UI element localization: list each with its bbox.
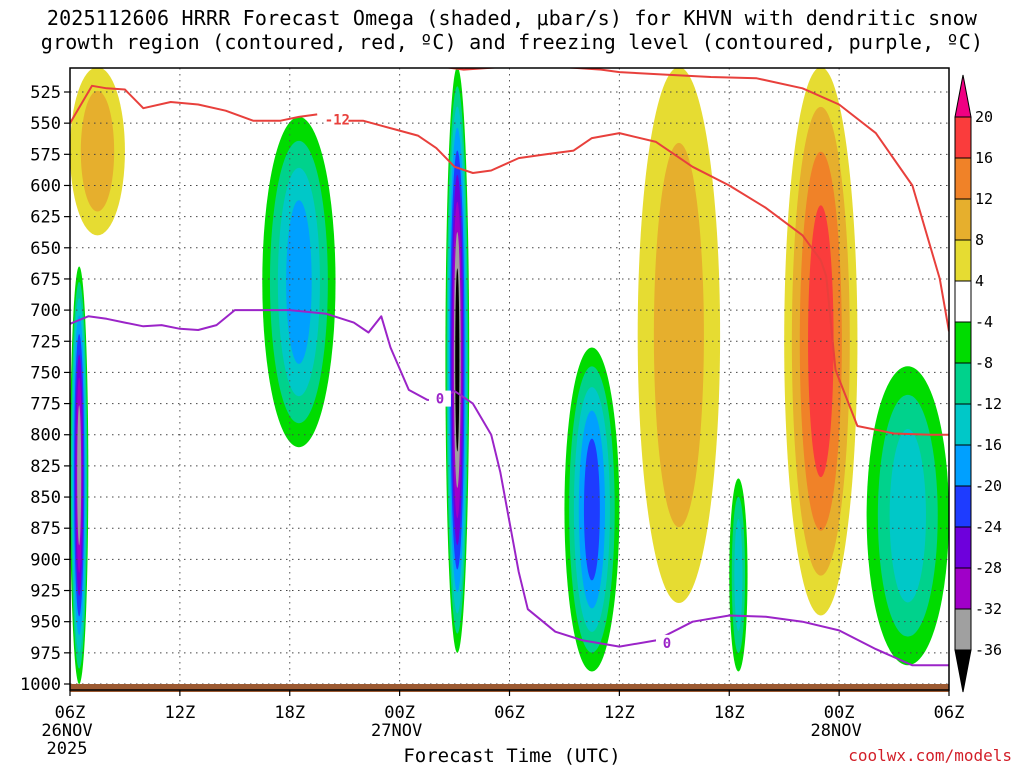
y-tick-label-p700: 700 [30,301,61,321]
colorbar-swatch-10 [954,526,972,569]
y-tick-label-p550: 550 [30,114,61,134]
contour-label-minus12: -12 [325,112,350,128]
ascent-27nov-09z-level-4 [583,438,600,581]
y-tick-label-p750: 750 [30,363,61,383]
y-axis: 525 550 575 600 625 650 675 700 725 750 775 800 825 8… [20,83,70,695]
y-tick-label-p525: 525 [30,83,61,103]
colorbar: 20 16 12 8 4 -4 -8 -12 -16 -20 -24 -28 -32 -36 [954,74,1002,693]
y-tick-label-p725: 725 [30,332,61,352]
contour-labels: -12 0 0 [325,111,678,652]
y-tick-label-p975: 975 [30,644,61,664]
colorbar-label-3: 8 [975,231,984,249]
colorbar-swatch-0 [954,116,972,159]
strong-ascent-core-27nov-level-8 [455,268,460,452]
y-tick-label-p850: 850 [30,488,61,508]
y-tick-label-p575: 575 [30,145,61,165]
x-tick-label-h0-1: 26NOV [41,721,92,741]
x-tick-label-h18-0: 00Z [384,703,415,723]
colorbar-label-13: -36 [975,641,1002,659]
colorbar-label-5: -4 [975,313,993,331]
colorbar-swatch-11 [954,567,972,610]
colorbar-swatch-5 [954,321,972,364]
colorbar-swatch-4 [954,280,972,323]
y-tick-label-p1000: 1000 [20,675,61,695]
colorbar-swatch-8 [954,444,972,487]
ascent-26nov-18z-level-3 [286,200,312,364]
colorbar-label-12: -32 [975,600,1002,618]
chart-title-line-2: growth region (contoured, red, ºC) and f… [40,30,984,54]
x-tick-label-h0-0: 06Z [55,703,86,723]
contour-label-zero-b: 0 [663,636,671,652]
x-tick-label-h36-0: 18Z [714,703,745,723]
contour-label-zero-a: 0 [436,392,444,408]
contour-line-0 [70,84,318,124]
colorbar-label-7: -12 [975,395,1002,413]
ascent-26nov-06z-low-level-7 [77,405,82,546]
chart-title-line-1: 2025112606 HRRR Forecast Omega (shaded, … [46,6,978,30]
subsidence-26nov-06z-upper-level-1 [80,90,115,212]
y-tick-label-p900: 900 [30,550,61,570]
y-tick-label-p775: 775 [30,395,61,415]
ground-strip [70,684,949,692]
x-tick-label-h30-0: 12Z [604,703,635,723]
colorbar-label-10: -24 [975,518,1002,536]
contour-line-1 [326,119,949,436]
x-tick-label-h12-0: 18Z [274,703,305,723]
x-tick-label-h48-0: 06Z [934,703,965,723]
x-tick-label-h0-2: 2025 [47,739,88,759]
contour-line-2 [445,68,949,332]
colorbar-label-6: -8 [975,354,993,372]
ascent-28nov-04z-level-2 [889,429,926,603]
y-tick-label-p825: 825 [30,457,61,477]
credit-link[interactable]: coolwx.com/models [848,746,1012,765]
colorbar-label-11: -28 [975,559,1002,577]
colorbar-top-arrow [954,74,972,118]
omega-shading [70,68,949,684]
x-tick-label-h24-0: 06Z [494,703,525,723]
x-tick-label-h6-0: 12Z [165,703,196,723]
colorbar-swatch-9 [954,485,972,528]
y-tick-label-p925: 925 [30,582,61,602]
ascent-27nov-18z-level-2 [734,518,743,631]
colorbar-label-0: 20 [975,108,993,126]
colorbar-swatch-7 [954,403,972,446]
colorbar-label-8: -16 [975,436,1002,454]
x-tick-label-h42-1: 28NOV [811,721,862,741]
y-tick-label-p625: 625 [30,208,61,228]
x-tick-label-h18-1: 27NOV [371,721,422,741]
y-tick-label-p800: 800 [30,426,61,446]
colorbar-label-2: 12 [975,190,993,208]
contour-label-minus12-bg [326,111,349,128]
y-tick-label-p600: 600 [30,176,61,196]
contour-label-zero-b-bg [655,634,678,651]
y-tick-label-p875: 875 [30,519,61,539]
y-tick-label-p650: 650 [30,239,61,259]
grid [70,68,949,690]
contour-label-zero-a-bg [428,390,451,407]
colorbar-swatch-2 [954,198,972,241]
colorbar-swatch-6 [954,362,972,405]
colorbar-swatch-3 [954,239,972,282]
x-axis-label: Forecast Time (UTC) [403,745,621,767]
colorbar-label-9: -20 [975,477,1002,495]
subsidence-27nov-15z-level-1 [653,142,704,528]
colorbar-swatch-12 [954,608,972,651]
x-tick-label-h42-0: 00Z [824,703,855,723]
colorbar-label-4: 4 [975,272,984,290]
colorbar-label-1: 16 [975,149,993,167]
y-tick-label-p950: 950 [30,613,61,633]
colorbar-swatch-1 [954,157,972,200]
y-tick-label-p675: 675 [30,270,61,290]
colorbar-bottom-arrow [954,649,972,693]
